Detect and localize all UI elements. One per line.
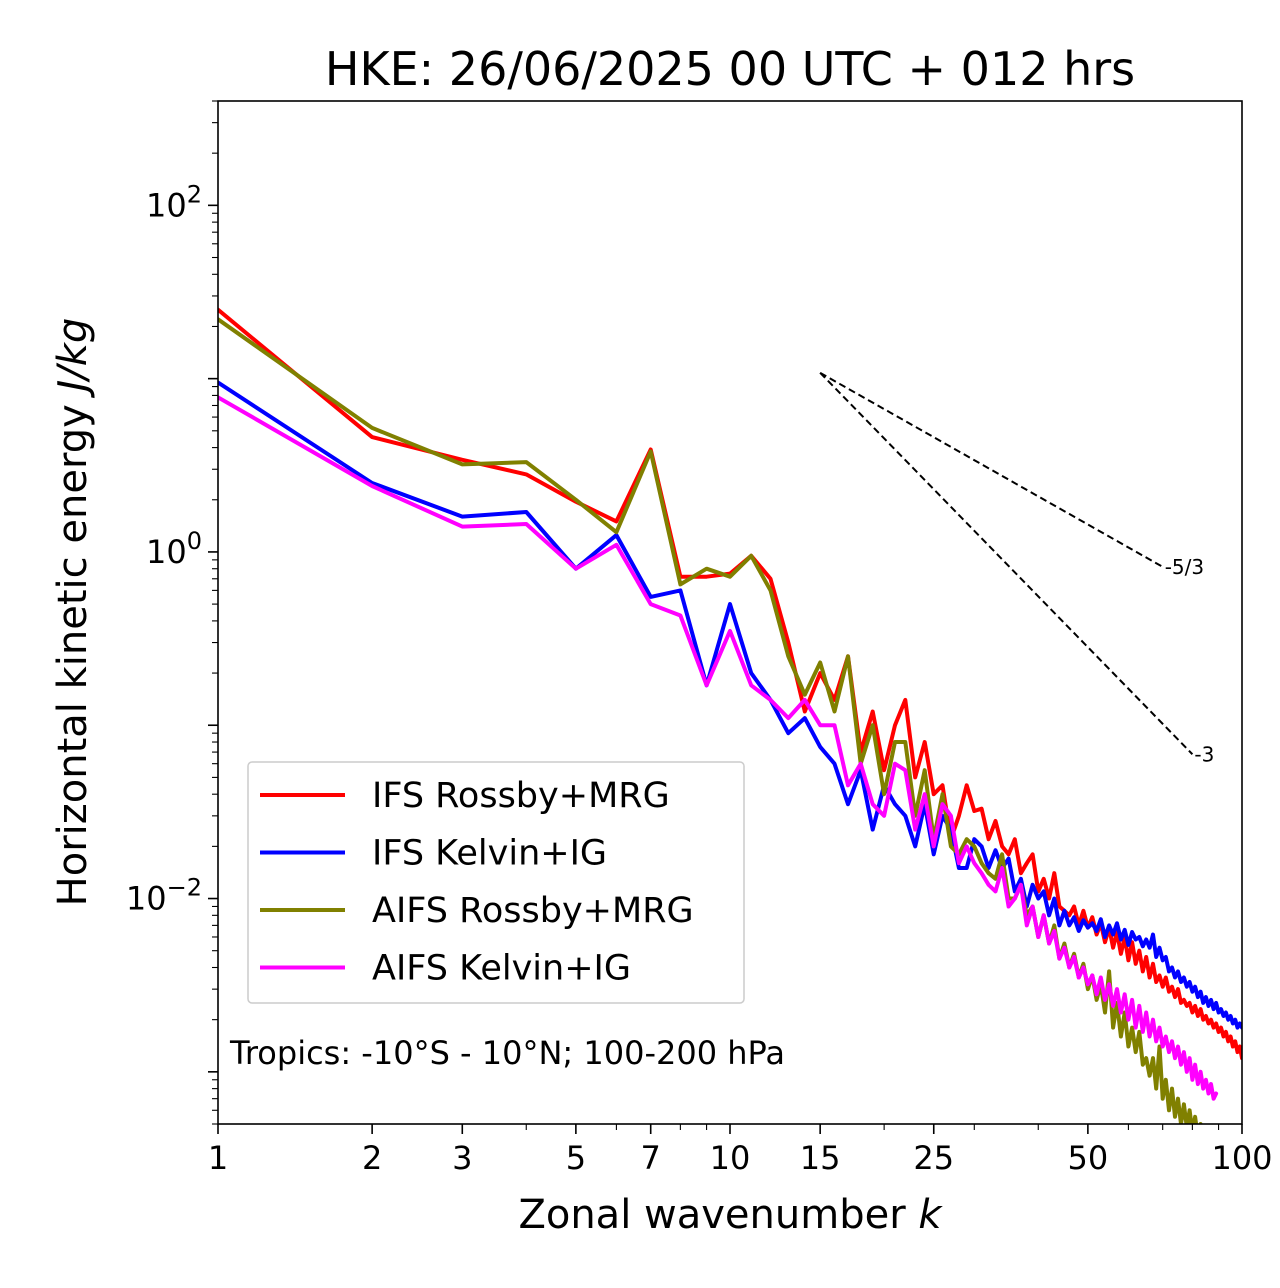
- reference-slope-label: -5/3: [1165, 555, 1204, 579]
- x-tick-label: 50: [1068, 1139, 1109, 1177]
- x-tick-label: 7: [641, 1139, 661, 1177]
- x-tick-label: 3: [452, 1139, 472, 1177]
- x-axis-ticks: 1 2 3 5 7 10 15 25 50 100: [208, 1124, 1273, 1177]
- reference-slope-line: [819, 372, 1194, 755]
- x-tick-label: 100: [1211, 1139, 1272, 1177]
- x-tick-label: 15: [800, 1139, 841, 1177]
- x-axis-label: Zonal wavenumber k: [518, 1192, 943, 1238]
- series-line-aifs-kelvin-ig: [218, 395, 1219, 1101]
- legend-entry-label: IFS Kelvin+IG: [372, 834, 607, 874]
- legend-frame: [247, 761, 745, 1004]
- series-line-ifs-kelvin-ig: [218, 380, 1242, 1030]
- y-tick-label: 102: [146, 180, 202, 224]
- legend-entry-label: AIFS Rossby+MRG: [372, 891, 694, 931]
- region-annotation: Tropics: -10°S - 10°N; 100-200 hPa: [229, 1034, 785, 1072]
- y-tick-label: 10−2: [126, 874, 202, 918]
- chart-title: HKE: 26/06/2025 00 UTC + 012 hrs: [325, 42, 1135, 96]
- x-tick-label: 1: [208, 1139, 228, 1177]
- reference-slope-label: -3: [1194, 742, 1214, 766]
- x-tick-label: 10: [710, 1139, 751, 1177]
- y-axis-label: Horizontal kinetic energy J/kg: [50, 318, 96, 907]
- y-axis-ticks: 10−2 100 102: [126, 100, 218, 1125]
- y-tick-label: 100: [146, 527, 202, 571]
- x-tick-label: 5: [566, 1139, 586, 1177]
- legend-entry-label: AIFS Kelvin+IG: [372, 949, 631, 989]
- reference-slopes: [819, 371, 1194, 755]
- x-tick-label: 2: [362, 1139, 382, 1177]
- legend: IFS Rossby+MRG IFS Kelvin+IG AIFS Rossby+M…: [247, 761, 745, 1004]
- legend-entry-label: IFS Rossby+MRG: [372, 776, 670, 816]
- reference-slope-labels: -5/3 -3: [1165, 555, 1215, 766]
- plot-frame: [217, 100, 1243, 1125]
- x-tick-label: 25: [913, 1139, 954, 1177]
- series-lines: [218, 307, 1242, 1124]
